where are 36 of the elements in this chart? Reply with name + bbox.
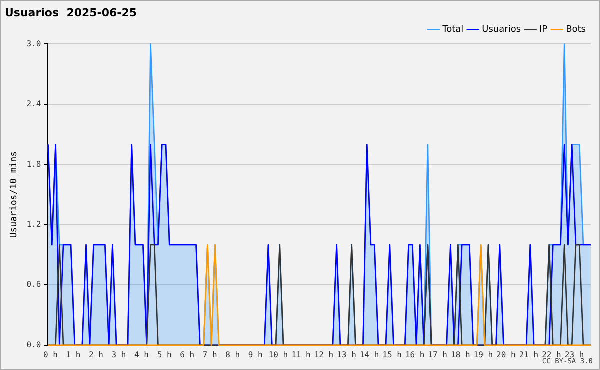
x-tick-label: 19 h: [474, 350, 494, 360]
x-tick-label: 8 h: [226, 350, 240, 360]
y-tick-label: 0.0: [26, 340, 42, 350]
x-tick-label: 1 h: [66, 350, 81, 360]
x-tick-label: 16 h: [405, 350, 425, 360]
x-tick-label: 22 h: [542, 350, 562, 360]
x-tick-label: 2 h: [88, 350, 104, 360]
x-tick-label: 14 h: [360, 350, 380, 360]
x-tick-label: 10 h: [268, 350, 288, 360]
x-tick-label: 11 h: [292, 350, 312, 360]
x-tick-label: 23 h: [564, 350, 584, 360]
x-tick-label: 18 h: [450, 350, 470, 360]
x-tick-label: 7 h: [202, 350, 218, 360]
x-tick-label: 6 h: [180, 350, 195, 360]
legend-label: Total: [442, 25, 464, 36]
y-tick-label: 0.6: [26, 280, 42, 290]
x-tick-label: 13 h: [337, 350, 357, 360]
x-tick-label: 15 h: [382, 350, 402, 360]
y-tick-label: 2.4: [26, 100, 42, 109]
x-tick-label: 20 h: [496, 350, 516, 360]
y-tick-label: 1.2: [26, 220, 42, 229]
legend-label: Bots: [566, 25, 586, 36]
x-tick-label: 5 h: [157, 350, 172, 360]
x-tick-label: 0 h: [43, 350, 58, 360]
chart-title: Usuarios 2025-06-25: [5, 6, 138, 20]
y-tick-label: 1.8: [26, 160, 42, 169]
legend-label: Usuarios: [482, 25, 522, 36]
x-tick-label: 9 h: [248, 350, 264, 360]
x-tick-label: 21 h: [519, 350, 539, 360]
legend-label: IP: [540, 25, 548, 36]
x-tick-label: 12 h: [314, 350, 334, 360]
x-tick-label: 17 h: [428, 350, 448, 360]
x-tick-label: 4 h: [134, 350, 150, 360]
y-axis-title: Usuarios/10 mins: [10, 151, 20, 238]
y-tick-label: 3.0: [26, 39, 42, 48]
x-tick-label: 3 h: [112, 350, 126, 360]
